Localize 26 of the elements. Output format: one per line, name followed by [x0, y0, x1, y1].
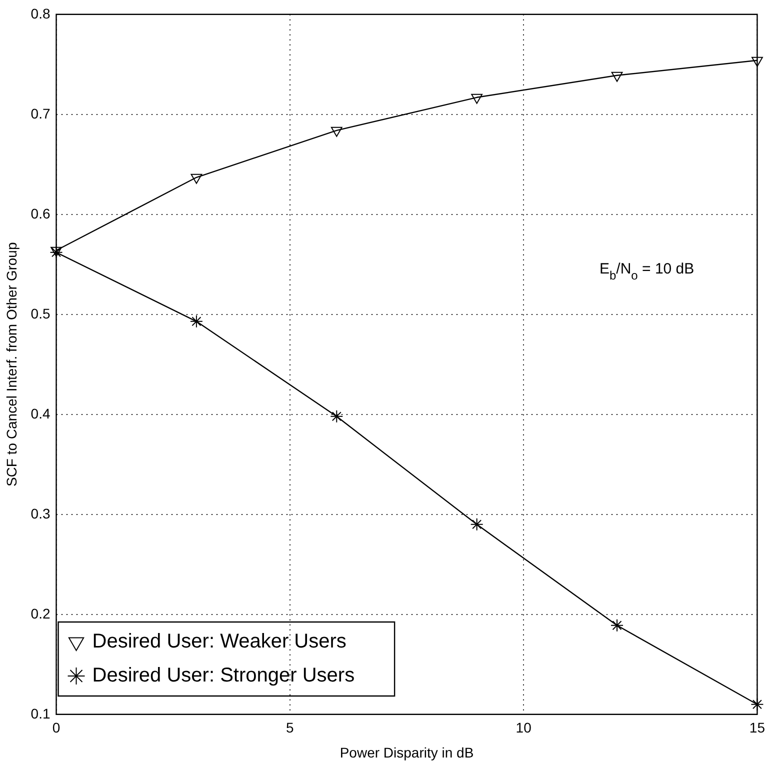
y-tick-label: 0.7: [30, 105, 50, 122]
y-tick-label: 0.1: [30, 705, 50, 722]
point: [471, 94, 483, 104]
point: [611, 72, 623, 82]
y-axis-title: SCF to Cancel Interf. from Other Group: [3, 242, 20, 487]
x-axis-title: Power Disparity in dB: [340, 744, 474, 760]
y-tick-label: 0.5: [30, 305, 50, 322]
point: [610, 618, 624, 632]
x-tick-label: 5: [286, 720, 294, 736]
y-tick-label: 0.4: [30, 405, 50, 422]
y-tick-label: 0.6: [30, 205, 50, 222]
x-tick-label: 15: [749, 720, 766, 736]
legend-label: Desired User: Weaker Users: [92, 630, 346, 653]
x-tick-label: 0: [52, 720, 60, 736]
point: [190, 174, 202, 184]
point: [752, 56, 763, 67]
point: [330, 126, 342, 137]
x-tick-label: 10: [516, 720, 532, 736]
point: [470, 518, 484, 531]
legend-label: Desired User: Stronger Users: [92, 664, 355, 687]
point: [190, 314, 203, 328]
point: [750, 698, 764, 711]
y-tick-label: 0.3: [30, 505, 50, 522]
y-tick-label: 0.8: [30, 5, 50, 22]
point: [330, 410, 344, 423]
y-tick-label: 0.2: [30, 605, 50, 622]
